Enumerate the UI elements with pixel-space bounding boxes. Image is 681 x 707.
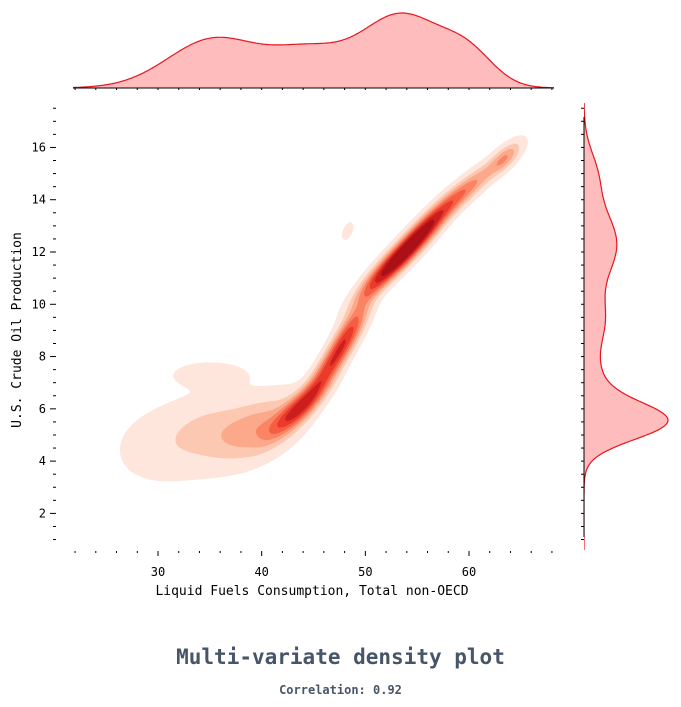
axes: 30 40 50 60 2 4 6 8 10 12 14 16 [32, 87, 585, 579]
x-tick-label: 40 [254, 565, 268, 579]
x-marginal-line [73, 12, 554, 88]
y-axis-label: U.S. Crude Oil Production [10, 232, 25, 428]
x-tick-label: 30 [151, 565, 165, 579]
chart-title: Multi-variate density plot [176, 645, 505, 669]
y-tick-label: 10 [32, 297, 46, 311]
y-tick-label: 4 [39, 454, 46, 468]
density-level-8 [380, 219, 436, 277]
y-marginal-fill [584, 103, 668, 550]
x-marginal-kde [73, 12, 554, 88]
y-marginal-line [584, 103, 669, 550]
y-tick-label: 2 [39, 506, 46, 520]
y-tick-label: 6 [39, 402, 46, 416]
x-marginal-fill [73, 13, 554, 88]
chart-subtitle: Correlation: 0.92 [279, 683, 402, 697]
x-axis-label: Liquid Fuels Consumption, Total non-OECD [155, 584, 468, 599]
y-tick-label: 14 [32, 193, 46, 207]
y-tick-label: 16 [32, 140, 46, 154]
joint-kde-plot [119, 135, 528, 482]
y-marginal-kde [584, 103, 669, 550]
y-tick-label: 8 [39, 350, 46, 364]
x-tick-label: 60 [462, 565, 476, 579]
x-tick-label: 50 [358, 565, 372, 579]
y-tick-label: 12 [32, 245, 46, 259]
